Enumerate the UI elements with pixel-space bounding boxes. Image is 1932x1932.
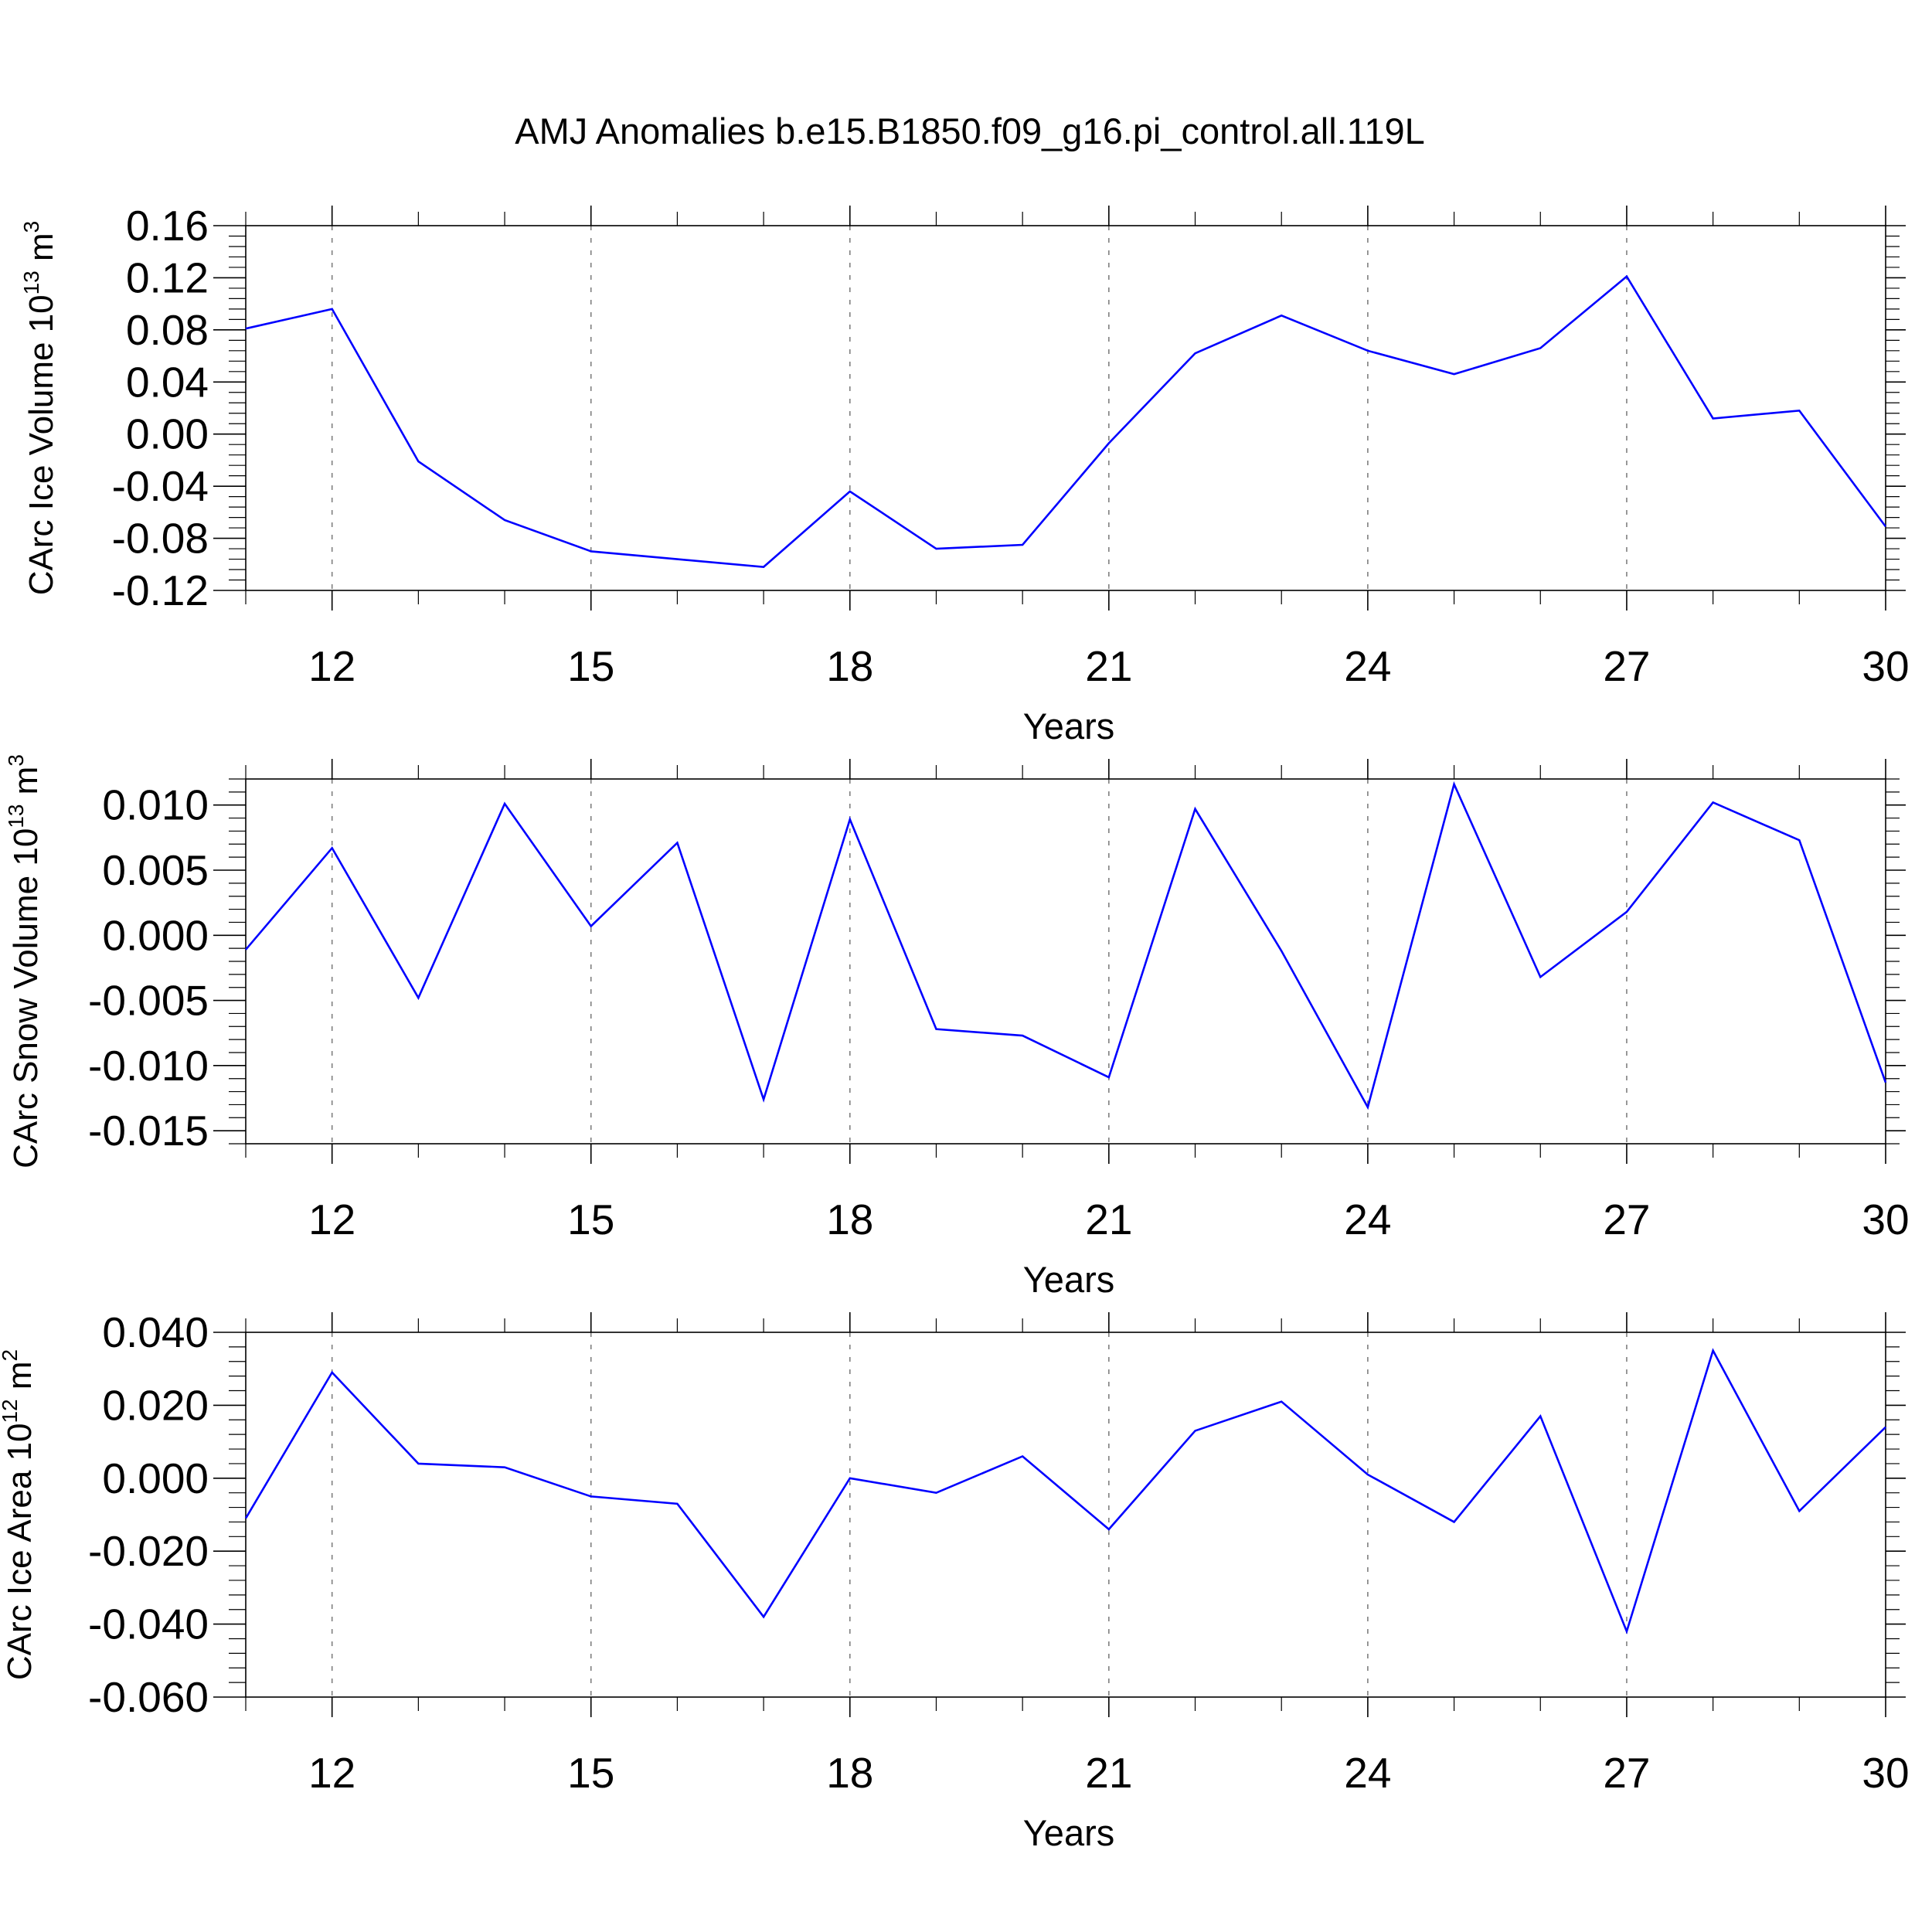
x-tick-label: 27	[1603, 642, 1650, 690]
y-tick-label: -0.08	[112, 515, 209, 563]
y-tick-label: 0.005	[102, 846, 209, 894]
x-tick-label: 15	[567, 1196, 614, 1243]
x-tick-label: 12	[308, 642, 355, 690]
x-tick-label: 15	[567, 642, 614, 690]
y-tick-label: -0.12	[112, 566, 209, 614]
x-tick-label: 18	[826, 642, 873, 690]
y-axis-label-text: m	[7, 767, 45, 804]
x-tick-label: 15	[567, 1749, 614, 1797]
y-axis-label-text: CArc Ice Area 10	[1, 1423, 39, 1681]
y-tick-label: -0.010	[88, 1042, 209, 1090]
chart-panel-1: 12 15 18 21 24 27 30 -0.12-0.08 -0.040.000.040.0…	[19, 202, 1910, 747]
y-tick-label: -0.015	[88, 1107, 209, 1155]
y-axis-label: CArc Snow Volume 1013 m3	[4, 754, 45, 1168]
data-series-line	[245, 781, 1887, 1111]
x-tick-label: 27	[1603, 1196, 1650, 1243]
y-tick-label: 0.12	[126, 253, 209, 301]
y-axis-label: CArc Ice Volume 1013 m3	[19, 221, 60, 595]
y-axis-label-text: m	[1, 1361, 39, 1399]
y-axis-label-exponent: 3	[19, 221, 43, 233]
x-axis-label: Years	[1023, 1259, 1114, 1300]
x-tick-label: 24	[1344, 642, 1391, 690]
x-tick-label: 21	[1085, 642, 1132, 690]
y-axis-label: CArc Ice Area 1012 m2	[0, 1349, 39, 1680]
y-axis-label-exponent: 2	[0, 1349, 22, 1362]
x-tick-label: 21	[1085, 1196, 1132, 1243]
x-tick-label: 18	[826, 1749, 873, 1797]
y-tick-label: -0.04	[112, 462, 209, 510]
y-tick-label: 0.010	[102, 781, 209, 829]
x-tick-label: 30	[1862, 642, 1909, 690]
x-tick-label: 24	[1344, 1196, 1391, 1243]
y-tick-label: 0.08	[126, 306, 209, 354]
x-tick-label: 27	[1603, 1749, 1650, 1797]
y-tick-label: 0.16	[126, 202, 209, 250]
x-tick-label: 18	[826, 1196, 873, 1243]
y-axis-label-exponent: 13	[19, 270, 43, 294]
x-axis-label: Years	[1023, 706, 1114, 747]
y-tick-label: 0.040	[102, 1308, 209, 1356]
y-axis-label-exponent: 12	[0, 1399, 22, 1423]
y-axis-label-text: m	[22, 233, 60, 270]
plot-frame	[245, 225, 1886, 591]
y-tick-label: -0.005	[88, 977, 209, 1025]
chart-panel-2: 12 15 18 21 24 27 30 -0.015 -0.010 -0.005 0.000 0.0…	[4, 754, 1910, 1300]
x-tick-label: 12	[308, 1196, 355, 1243]
y-axis-label-text: CArc Ice Volume 10	[22, 294, 60, 595]
y-axis-label-exponent: 13	[4, 804, 28, 828]
y-tick-label: -0.040	[88, 1600, 209, 1648]
y-tick-label: 0.020	[102, 1381, 209, 1429]
data-series-line	[245, 274, 1887, 569]
y-tick-label: 0.00	[126, 410, 209, 458]
x-tick-label: 30	[1862, 1196, 1909, 1243]
y-axis-label-exponent: 3	[4, 754, 28, 767]
chart-panel-3: 12 15 18 21 24 27 30 -0.060 -0.040 -0.020 0.000 0.0…	[0, 1308, 1910, 1853]
y-tick-label: 0.000	[102, 1454, 209, 1502]
y-axis-label-text: CArc Snow Volume 10	[7, 828, 45, 1168]
y-tick-label: -0.060	[88, 1673, 209, 1721]
x-axis-label: Years	[1023, 1812, 1114, 1853]
plot-frame	[245, 1332, 1886, 1698]
y-tick-label: -0.020	[88, 1527, 209, 1575]
y-tick-label: 0.000	[102, 911, 209, 959]
y-tick-label: 0.04	[126, 358, 209, 406]
x-tick-label: 21	[1085, 1749, 1132, 1797]
x-tick-label: 12	[308, 1749, 355, 1797]
data-series-line	[244, 1348, 1886, 1634]
x-tick-label: 24	[1344, 1749, 1391, 1797]
panels: 12 15 18 21 24 27 30-0.12-0.08-0.040.000.040.0…	[0, 202, 1910, 1853]
x-tick-label: 30	[1862, 1749, 1909, 1797]
figure-title: AMJ Anomalies b.e15.B1850.f09_g16.pi_con…	[515, 111, 1425, 151]
